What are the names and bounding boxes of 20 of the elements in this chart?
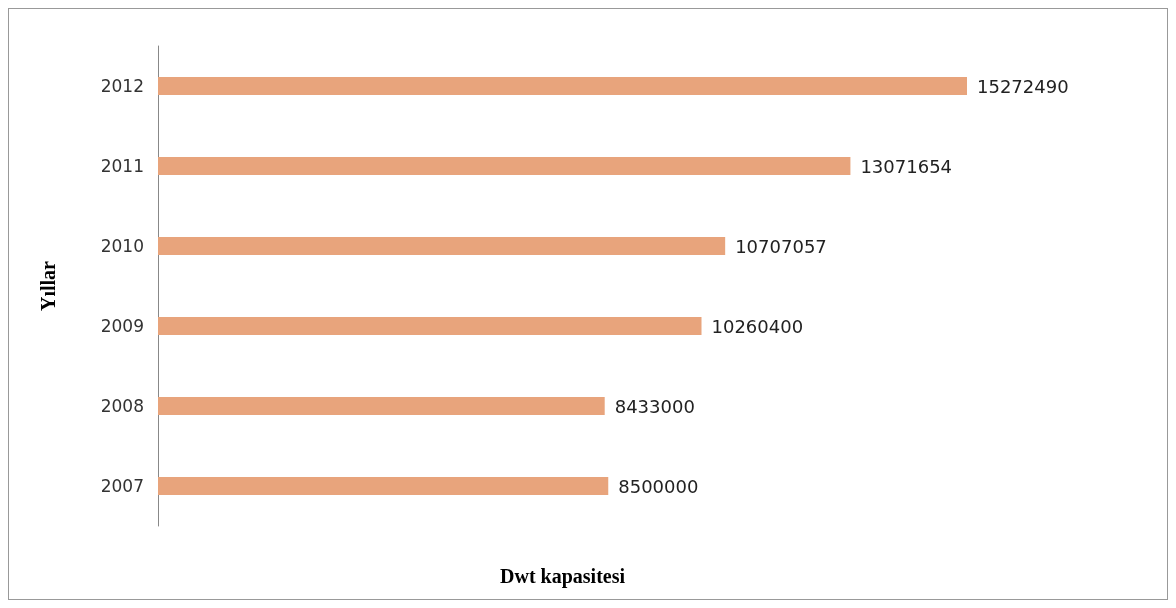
bar	[158, 237, 726, 255]
y-tick-label: 2012	[100, 76, 144, 96]
bar	[158, 397, 605, 415]
y-axis-title: Yıllar	[37, 260, 59, 311]
bar	[158, 317, 702, 335]
data-label: 15272490	[977, 75, 1069, 97]
bar	[158, 157, 851, 175]
x-axis-title: Dwt kapasitesi	[499, 565, 626, 588]
data-label: 8500000	[618, 475, 699, 497]
y-tick-label: 2009	[100, 316, 144, 336]
data-label: 13071654	[860, 155, 953, 177]
y-tick-label: 2007	[100, 476, 144, 496]
y-tick-label: 2010	[100, 236, 144, 256]
bar	[158, 77, 967, 95]
data-label: 10707057	[735, 235, 827, 257]
y-tick-label: 2008	[100, 396, 144, 416]
bar	[158, 477, 609, 495]
data-label: 10260400	[711, 315, 804, 337]
data-label: 8433000	[614, 395, 695, 417]
y-tick-label: 2011	[100, 156, 144, 176]
